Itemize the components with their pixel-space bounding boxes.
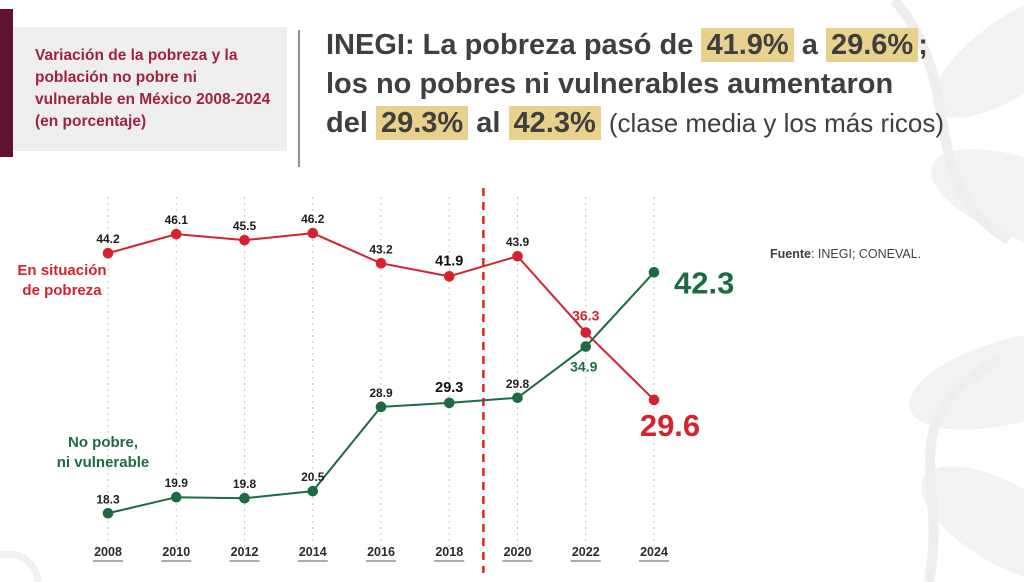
data-point — [375, 257, 387, 269]
headline-text: los no pobres ni vulnerables aumentaron — [326, 67, 894, 100]
data-point — [648, 267, 660, 278]
decorative-corner-swirl — [0, 550, 42, 582]
data-point — [512, 250, 523, 262]
legend-not-poor: No pobre, ni vulnerable — [45, 433, 161, 472]
point-label: 28.9 — [369, 386, 393, 400]
legend-not-poor-line1: No pobre, — [68, 434, 138, 451]
data-point — [443, 397, 455, 409]
point-label: 46.2 — [301, 212, 325, 226]
source-label: Fuente — [770, 247, 811, 261]
data-point — [375, 401, 387, 413]
point-label: 19.9 — [165, 476, 189, 490]
data-point — [443, 271, 455, 282]
headline-text: del — [326, 106, 376, 139]
data-point — [307, 485, 319, 497]
x-axis-label: 2024 — [640, 545, 668, 559]
source-note: Fuente: INEGI; CONEVAL. — [770, 247, 921, 261]
point-label: 36.3 — [572, 308, 599, 324]
data-point — [580, 341, 592, 352]
data-point — [239, 492, 250, 504]
point-label: 46.1 — [165, 213, 189, 227]
x-axis-label: 2022 — [572, 545, 600, 559]
data-point — [102, 507, 114, 519]
x-axis-label: 2010 — [162, 545, 190, 559]
headline-text: INEGI: La pobreza pasó de — [326, 29, 702, 61]
headline-text: al — [468, 106, 509, 139]
x-axis-label: 2016 — [367, 545, 395, 559]
data-point — [648, 394, 660, 406]
data-point — [307, 227, 319, 239]
header-divider-line — [298, 30, 300, 167]
legend-not-poor-line2: ni vulnerable — [56, 453, 150, 471]
x-axis-label: 2014 — [299, 545, 327, 559]
data-point — [512, 392, 523, 404]
source-text: : INEGI; CONEVAL. — [810, 247, 922, 261]
point-label: 29.8 — [506, 377, 530, 391]
x-axis-label: 2008 — [94, 545, 122, 559]
legend-poverty-line2: de pobreza — [22, 281, 102, 299]
decorative-floral-pattern — [890, 0, 1024, 582]
headline-highlight: 42.3% — [508, 105, 601, 140]
point-label: 34.9 — [570, 359, 597, 375]
chart-title: Variación de la pobreza y la población n… — [35, 47, 271, 130]
point-label: 45.5 — [233, 219, 257, 233]
data-point — [580, 327, 592, 338]
x-axis-label: 2012 — [231, 545, 259, 559]
point-label: 42.3 — [674, 265, 734, 300]
line-chart: 2008 2010 2012 2014 2016 2018 2020 2022 2024 44.2… — [93, 188, 734, 573]
point-label: 20.5 — [301, 470, 325, 484]
x-axis-label: 2020 — [504, 545, 532, 559]
data-point — [170, 228, 182, 240]
point-label: 43.2 — [369, 242, 393, 256]
headline-highlight: 41.9% — [701, 28, 794, 62]
data-point — [239, 234, 250, 246]
point-label: 18.3 — [96, 492, 120, 506]
chart-title-box: Variación de la pobreza y la población n… — [13, 27, 287, 151]
x-axis-label: 2018 — [435, 545, 463, 559]
headline-text: a — [793, 29, 826, 61]
headline: INEGI: La pobreza pasó de 41.9% a 29.6%;… — [326, 26, 1020, 143]
headline-highlight: 29.3% — [375, 105, 469, 140]
accent-bar — [0, 9, 13, 157]
point-label: 44.2 — [96, 232, 120, 246]
data-point — [170, 491, 182, 503]
point-label: 41.9 — [435, 253, 463, 269]
legend-poverty: En situación de pobreza — [5, 261, 119, 300]
point-label: 19.8 — [233, 477, 257, 491]
headline-highlight: 29.6% — [825, 28, 919, 62]
headline-text: ; — [918, 29, 928, 61]
data-point — [102, 247, 114, 259]
legend-poverty-line1: En situación — [17, 262, 107, 279]
point-label: 29.3 — [435, 380, 463, 396]
point-label: 43.9 — [506, 235, 530, 249]
point-label: 29.6 — [640, 408, 700, 443]
headline-text — [601, 107, 609, 139]
headline-text: (clase media y los más ricos) — [608, 107, 945, 138]
